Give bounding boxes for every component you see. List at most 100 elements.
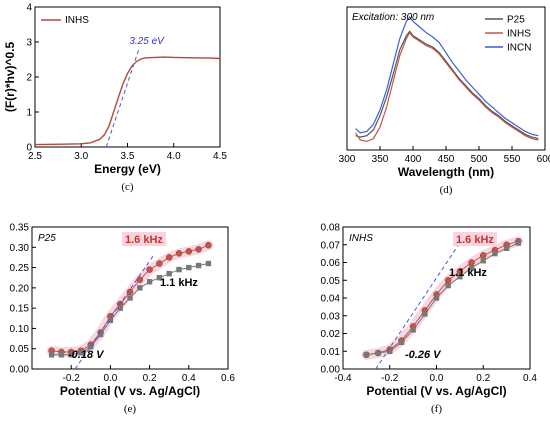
series-line: [366, 240, 519, 356]
x-tick-label: 2.5: [28, 151, 42, 162]
y-axis-label: (F(r)*hv)^0.5: [3, 42, 17, 113]
data-point-square: [363, 352, 370, 358]
data-point-square: [433, 295, 440, 301]
x-tick-label: 0.4: [182, 373, 196, 384]
data-point-square: [515, 240, 522, 246]
y-tick-label: 0.10: [10, 324, 30, 335]
panel-f: -0.4 -0.2 0.0 0.2 0.4 0.00 0.01 0.02 0.03 0.04 0.0…: [321, 223, 538, 416]
data-point-square: [166, 270, 172, 277]
data-point-circle: [126, 288, 134, 296]
label-highlight: [122, 232, 166, 246]
freq-label-high: 1.6 kHz: [125, 234, 163, 246]
data-point-circle: [195, 246, 202, 253]
y-tick-label: 0.07: [321, 240, 341, 251]
x-tick-label: 4.0: [167, 151, 181, 162]
y-tick-label: 0.00: [321, 365, 341, 376]
data-point-circle: [175, 250, 183, 257]
data-point-square: [492, 250, 498, 257]
x-tick-label: 0.2: [143, 373, 157, 384]
data-point-circle: [205, 242, 212, 249]
tangent-line: [74, 255, 154, 370]
data-point-square: [176, 266, 182, 273]
panel-e: -0.2 0.0 0.2 0.4 0.6 0.00 0.05 0.10 0.15 0.20 0.25…: [10, 223, 236, 416]
data-point-square: [422, 311, 428, 317]
series-line: [366, 242, 519, 356]
y-tick-label: 0.02: [321, 329, 341, 340]
data-point-circle: [136, 276, 144, 283]
y-tick-label: 2: [26, 73, 32, 84]
x-tick-label: 400: [405, 154, 422, 165]
y-tick-label: 3: [26, 38, 32, 49]
data-point-square: [503, 245, 510, 251]
x-tick-label: 0.4: [523, 373, 537, 384]
flatband-label: -0.18 V: [68, 349, 105, 361]
data-point-square: [375, 350, 381, 356]
x-tick-label: 0.2: [476, 373, 490, 384]
data-point-circle: [156, 260, 163, 267]
x-tick-label: -0.2: [381, 373, 399, 384]
x-tick-label: 550: [504, 154, 521, 165]
x-tick-label: 600: [537, 154, 550, 165]
y-tick-label: 4: [26, 3, 32, 14]
data-point-square: [186, 264, 192, 271]
data-point-square: [78, 350, 84, 356]
plot-frame: [31, 226, 229, 370]
y-tick-label: 0.30: [10, 243, 30, 254]
panel-label: (c): [121, 181, 134, 193]
panel-d: 300 350 400 450 500 550 600 Wavelength (nm) (d) E…: [339, 6, 550, 196]
series-line-p25: [355, 30, 539, 140]
series-line-inhs: [355, 31, 539, 143]
panel-label: (e): [124, 403, 137, 415]
data-point-square: [195, 262, 202, 269]
data-point-square: [457, 274, 463, 280]
data-point-square: [468, 265, 475, 271]
x-axis-label: Wavelength (nm): [398, 165, 494, 179]
x-tick-label: 3.5: [121, 151, 135, 162]
data-point-square: [107, 317, 114, 324]
series-line-incn: [355, 16, 539, 137]
data-point-square: [398, 339, 405, 346]
data-point-square: [97, 331, 104, 338]
y-tick-label: 0.05: [10, 344, 30, 355]
x-tick-label: 450: [438, 154, 455, 165]
label-highlight: [453, 232, 497, 246]
series-line-inhs: [34, 56, 221, 146]
data-point-square: [445, 282, 451, 289]
data-point-square: [480, 258, 486, 264]
panel-label: (d): [440, 184, 453, 196]
y-tick-label: 0.35: [10, 223, 30, 234]
x-tick-label: 0.6: [221, 373, 235, 384]
data-point-square: [48, 352, 55, 358]
data-point-square: [156, 275, 163, 281]
x-tick-label: 300: [339, 154, 356, 165]
y-tick-label: 0.01: [321, 347, 341, 358]
data-point-circle: [185, 248, 193, 255]
x-tick-label: 500: [471, 154, 488, 165]
data-point-square: [117, 305, 123, 311]
x-tick-label: -0.2: [63, 373, 81, 384]
y-tick-label: 0.03: [321, 311, 341, 322]
data-point-circle: [165, 254, 173, 261]
freq-label-low: 1.1 kHz: [160, 277, 198, 289]
plot-frame: [34, 6, 221, 148]
legend-label: P25: [507, 15, 525, 26]
tangent-line: [375, 235, 465, 370]
x-tick-label: 350: [372, 154, 389, 165]
legend-label: INHS: [507, 29, 531, 40]
x-tick-label: -0.4: [334, 373, 352, 384]
data-point-square: [146, 279, 153, 285]
sample-label: P25: [38, 233, 56, 244]
x-tick-label: 0.0: [103, 373, 117, 384]
y-tick-label: 0.00: [10, 365, 30, 376]
data-point-circle: [146, 266, 153, 273]
data-point-square: [68, 352, 74, 358]
x-axis-label: Potential (V vs. Ag/AgCl): [366, 384, 506, 398]
y-tick-label: 0.06: [321, 258, 341, 269]
data-point-square: [137, 285, 143, 291]
y-tick-label: 1: [26, 108, 32, 119]
legend-label: INCN: [507, 43, 531, 54]
data-point-square: [410, 327, 416, 333]
series-highlight: [361, 236, 524, 360]
y-tick-label: 0.08: [321, 223, 341, 234]
